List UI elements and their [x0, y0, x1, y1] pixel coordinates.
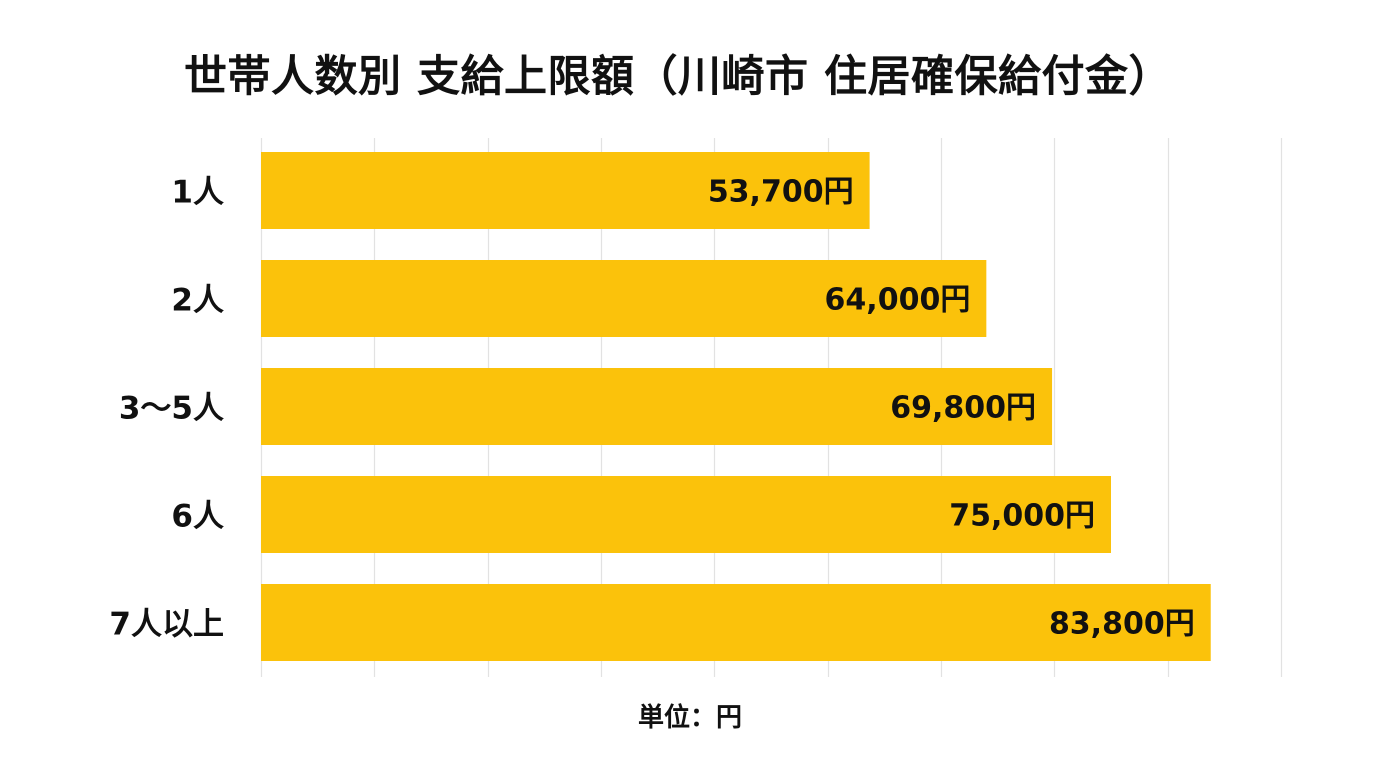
category-label: 2人: [171, 283, 224, 319]
category-label: 7人以上: [109, 607, 224, 643]
category-label: 1人: [171, 175, 224, 211]
category-label: 3〜5人: [119, 391, 224, 427]
bar: [261, 260, 987, 337]
bar-value-label: 64,000円: [825, 283, 971, 318]
category-label: 6人: [171, 499, 224, 535]
bar: [261, 368, 1053, 445]
bar: [261, 584, 1211, 661]
bar-value-label: 53,700円: [708, 175, 854, 210]
bar: [261, 476, 1111, 553]
unit-label: 単位：円: [637, 703, 742, 733]
bar-value-label: 75,000円: [949, 499, 1095, 534]
value-labels: 53,700円 64,000円 69,800円 75,000円 83,800円: [708, 175, 1195, 642]
bar: [261, 152, 870, 229]
bar-value-label: 69,800円: [890, 391, 1036, 426]
chart-title: 世帯人数別 支給上限額（川崎市 住居確保給付金）: [184, 52, 1172, 102]
bar-value-label: 83,800円: [1049, 607, 1195, 642]
bars: [261, 152, 1211, 661]
category-labels: 1人 2人 3〜5人 6人 7人以上: [109, 175, 224, 643]
